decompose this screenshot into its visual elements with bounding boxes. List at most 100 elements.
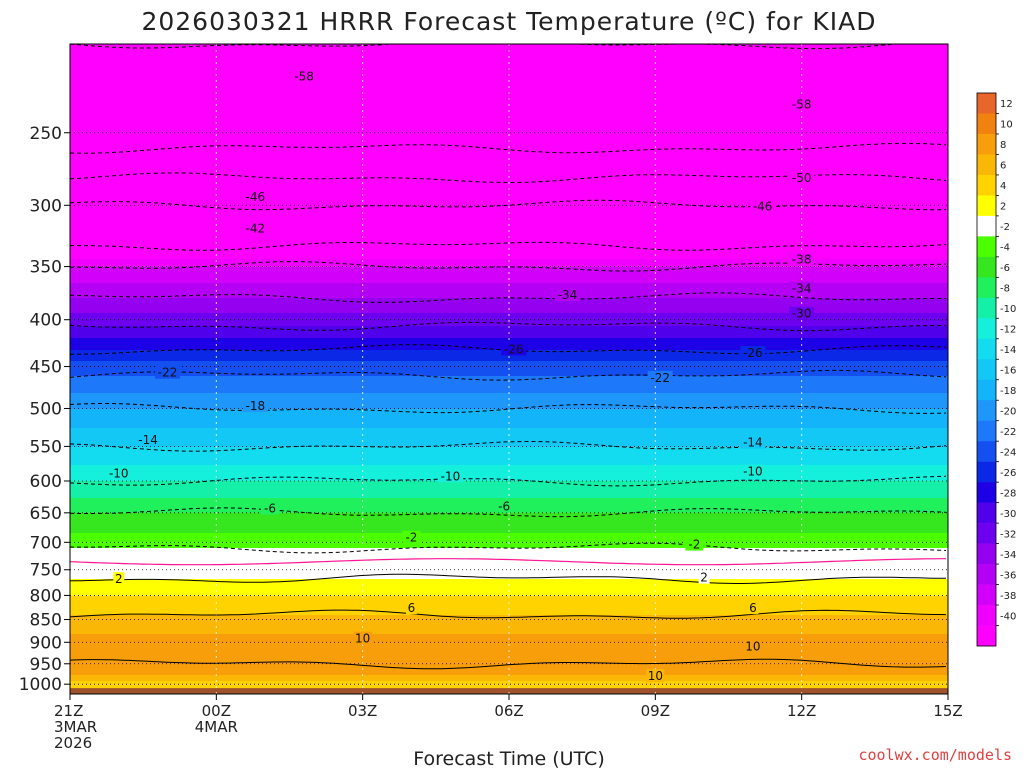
contour-label: -6: [264, 502, 276, 516]
isotherm-line: [70, 199, 947, 211]
y-tick-label: 950: [30, 655, 62, 675]
colorbar-swatch: [977, 400, 996, 422]
contour-label-bg: [555, 288, 581, 302]
colorbar-swatch: [977, 297, 996, 319]
x-tick-label: 09Z: [641, 702, 670, 720]
contour-label-bg: [789, 281, 815, 295]
colorbar-swatch: [977, 215, 996, 237]
colorbar-tick-label: -6: [1000, 263, 1010, 274]
contour-label: -46: [246, 190, 266, 204]
colorbar-swatch: [977, 338, 996, 360]
x-tick-label: 15Z: [933, 702, 962, 720]
temp-band: [70, 393, 948, 410]
colorbar-swatch: [977, 236, 996, 258]
isotherm-line: [70, 44, 903, 50]
contour-label-bg: [291, 69, 317, 83]
colorbar-tick-label: -20: [1000, 406, 1016, 417]
y-tick-label: 400: [30, 311, 62, 331]
contour-label-bg: [495, 499, 514, 513]
contour-label: -58: [792, 98, 812, 112]
isotherm-line: [70, 475, 947, 487]
colorbar-tick-label: -38: [1000, 591, 1016, 602]
colorbar-swatch: [977, 379, 996, 401]
ground-surface: [70, 688, 948, 694]
colorbar-tick-label: 4: [1000, 181, 1006, 192]
temp-band: [70, 675, 948, 682]
contour-label-bg: [135, 432, 161, 446]
contour-label-bg: [750, 199, 776, 213]
contour-label: 2: [700, 571, 708, 585]
colorbar-swatch: [977, 195, 996, 217]
temp-band: [70, 533, 948, 549]
contour-label-bg: [242, 190, 268, 204]
colorbar-tick-label: -34: [1000, 550, 1016, 561]
isotherm-line: [70, 542, 947, 554]
colorbar-tick-label: -40: [1000, 611, 1016, 622]
y-tick-label: 700: [30, 533, 62, 553]
colorbar-tick-label: -22: [1000, 427, 1016, 438]
colorbar-swatch: [977, 605, 996, 626]
contour-label: -2: [688, 538, 700, 552]
isotherm-line: [70, 369, 947, 381]
colorbar-swatch: [977, 584, 996, 606]
temp-band: [70, 350, 948, 362]
contour-label-bg: [501, 342, 527, 356]
x-tick-label: 2026: [54, 734, 92, 752]
contour-label: -22: [650, 371, 670, 385]
y-tick-label: 450: [30, 358, 62, 378]
contour-label-bg: [789, 306, 815, 320]
temp-band: [70, 313, 948, 327]
temp-band: [70, 579, 948, 597]
y-tick-label: 650: [30, 504, 62, 524]
contour-label: 6: [749, 601, 757, 615]
colorbar-swatch: [977, 564, 996, 585]
contour-label-bg: [113, 572, 125, 586]
contour-labels: -58-58-50-46-46-42-38-34 -34-30-26 -26-22-…: [106, 69, 815, 683]
colorbar-swatch: [977, 441, 996, 462]
y-tick-label: 600: [30, 472, 62, 492]
y-tick-label: 300: [30, 196, 62, 216]
x-tick-label: 06Z: [494, 702, 523, 720]
credit-text[interactable]: coolwx.com/models: [858, 746, 1012, 764]
isotherm-line: [70, 241, 947, 251]
x-tick-label: 3MAR: [54, 718, 97, 736]
contour-label-bg: [405, 601, 417, 615]
isotherm-contours: [70, 44, 947, 670]
x-tick-label: 00Z: [202, 702, 231, 720]
temp-band: [70, 259, 948, 268]
x-tick-label: 03Z: [348, 702, 377, 720]
colorbar-tick-label: 12: [1000, 99, 1013, 110]
contour-label-bg: [242, 399, 268, 413]
isotherm-line: [70, 658, 947, 670]
temp-band: [70, 298, 948, 314]
colorbar-swatch: [977, 482, 996, 503]
contour-label-bg: [698, 570, 710, 584]
temp-band: [70, 428, 948, 448]
x-tick-label: 12Z: [787, 702, 816, 720]
temp-band: [70, 44, 948, 260]
colorbar-swatch: [977, 256, 996, 278]
contour-label: -26: [743, 346, 763, 360]
contour-label-bg: [789, 97, 815, 111]
y-tick-label: 750: [30, 561, 62, 581]
colorbar-tick-label: -36: [1000, 570, 1016, 581]
colorbar-tick-label: -18: [1000, 386, 1016, 397]
contour-label-bg: [743, 639, 762, 653]
contour-label: 10: [648, 669, 663, 683]
contour-label: -58: [294, 69, 314, 83]
temp-band: [70, 596, 948, 616]
freezing-line: [70, 558, 946, 566]
colorbar-swatch: [977, 318, 996, 340]
contour-label-bg: [155, 365, 181, 379]
isotherm-line: [70, 507, 947, 518]
contour-label-bg: [789, 170, 815, 184]
colorbar-swatch: [977, 420, 996, 442]
temp-band: [70, 447, 948, 466]
contour-label: -38: [792, 253, 812, 267]
contour-label: -14: [138, 433, 158, 447]
isotherm-line: [70, 573, 947, 584]
isotherm-line: [70, 403, 947, 414]
temp-band: [70, 465, 948, 482]
contour-label-bg: [437, 469, 463, 483]
